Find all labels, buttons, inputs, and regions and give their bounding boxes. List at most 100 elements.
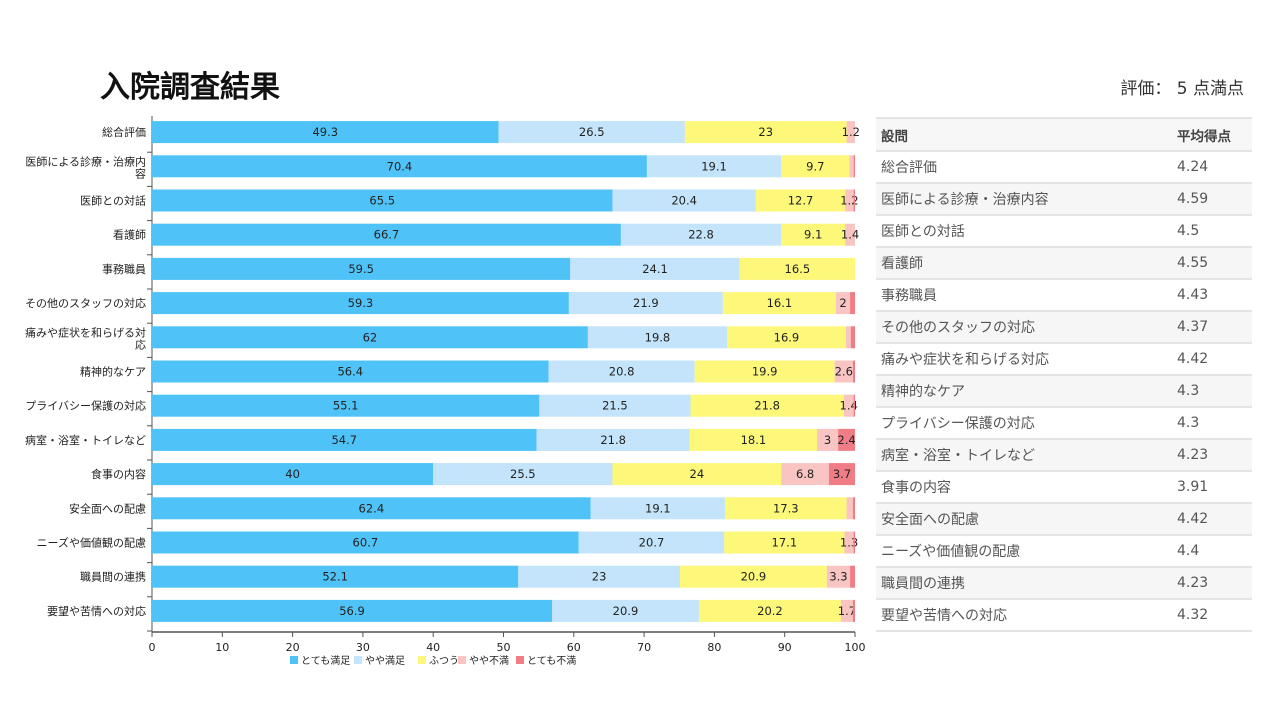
data-label: 6.8 (796, 467, 814, 481)
table-row: 医師との対話 4.5 (876, 215, 1252, 248)
x-tick-label: 90 (778, 641, 792, 654)
data-label: 20.7 (639, 536, 665, 550)
x-tick-label: 70 (637, 641, 651, 654)
x-tick-label: 0 (149, 641, 156, 654)
bar-segment (679, 565, 827, 588)
data-label: 2.6 (835, 365, 853, 379)
table-row: プライバシー保護の対応 4.3 (876, 407, 1252, 440)
bar-segment (612, 189, 756, 212)
score-cell: 4.23 (1172, 567, 1252, 600)
category-label: 容 (135, 166, 146, 180)
data-label: 22.8 (688, 228, 714, 242)
data-label: 59.3 (348, 296, 374, 310)
question-cell: 総合評価 (876, 151, 1172, 184)
table-row: 総合評価 4.24 (876, 151, 1252, 184)
table-row: その他のスタッフの対応 4.37 (876, 311, 1252, 344)
data-label: 49.3 (312, 125, 338, 139)
category-label: 事務職員 (102, 262, 146, 276)
data-label: 1.3 (840, 536, 858, 550)
bar-segment (152, 360, 549, 383)
score-cell: 4.32 (1172, 599, 1252, 632)
category-label: 精神的なケア (80, 365, 146, 379)
data-label: 1.2 (840, 194, 858, 208)
data-label: 19.1 (645, 501, 671, 515)
bar-segment (838, 428, 855, 451)
bar-segment (568, 292, 723, 315)
legend-label: やや満足 (365, 655, 405, 667)
data-label: 65.5 (369, 194, 395, 208)
bar-segment (853, 189, 855, 212)
data-label: 40 (285, 467, 300, 481)
bar-segment (845, 223, 855, 246)
data-label: 3.3 (829, 570, 847, 584)
bar-segment (698, 599, 841, 622)
data-label: 24.1 (642, 262, 668, 276)
data-label: 21.5 (602, 399, 628, 413)
bar-segment (849, 155, 854, 178)
data-label: 9.1 (804, 228, 822, 242)
score-cell: 4.59 (1172, 183, 1252, 216)
data-label: 2 (839, 296, 846, 310)
table-header-row: 設問 平均得点 (876, 117, 1252, 152)
page-title: 入院調査結果 (100, 70, 280, 105)
stacked-bar-chart: 総合評価医師による診療・治療内容医師との対話看護師事務職員その他のスタッフの対応… (25, 116, 866, 667)
category-label: 要望や苦情への対応 (47, 604, 146, 618)
data-label: 21.8 (600, 433, 626, 447)
bar-segment (755, 189, 846, 212)
bar-segment (852, 599, 855, 622)
bar-segment (152, 223, 621, 246)
legend-label: とても満足 (301, 655, 350, 667)
bar-segment (840, 599, 853, 622)
data-label: 26.5 (579, 125, 605, 139)
data-label: 70.4 (387, 159, 413, 173)
bar-segment (152, 155, 647, 178)
question-cell: 病室・浴室・トイレなど (876, 439, 1172, 472)
data-label: 16.1 (767, 296, 793, 310)
x-tick-label: 50 (497, 641, 511, 654)
data-label: 20.2 (757, 604, 783, 618)
x-tick-label: 60 (567, 641, 581, 654)
legend-label: やや不満 (469, 655, 509, 667)
bar-segment (539, 394, 691, 417)
bar-segment (152, 428, 537, 451)
bar-segment (828, 463, 855, 486)
data-label: 19.1 (701, 159, 727, 173)
bar-segment (853, 394, 855, 417)
legend-label: とても不満 (527, 655, 576, 667)
bar-segment (846, 497, 853, 520)
bar-segment (152, 257, 571, 280)
bar-segment (620, 223, 782, 246)
data-label: 52.1 (322, 570, 348, 584)
question-cell: プライバシー保護の対応 (876, 407, 1172, 440)
x-tick-label: 30 (356, 641, 370, 654)
data-label: 24 (690, 467, 705, 481)
legend-label: ふつう (429, 655, 459, 667)
bar-segment (781, 155, 850, 178)
bar-segment (781, 223, 846, 246)
bar-segment (612, 463, 782, 486)
data-label: 21.9 (633, 296, 659, 310)
question-cell: 要望や苦情への対応 (876, 599, 1172, 632)
data-label: 2.4 (837, 433, 855, 447)
bar-segment (689, 428, 818, 451)
data-label: 20.9 (613, 604, 639, 618)
question-cell: 安全面への配慮 (876, 503, 1172, 536)
bar-segment (587, 326, 728, 349)
bar-segment (536, 428, 690, 451)
category-label: 職員間の連携 (80, 570, 146, 584)
bar-segment (826, 565, 851, 588)
data-label: 23 (758, 125, 773, 139)
legend-swatch (418, 656, 426, 664)
data-label: 17.1 (772, 536, 798, 550)
data-label: 54.7 (331, 433, 357, 447)
category-label: ニーズや価値観の配慮 (37, 536, 146, 550)
bar-segment (850, 292, 855, 315)
x-tick-label: 40 (426, 641, 440, 654)
bar-segment (845, 189, 854, 212)
x-tick-label: 10 (215, 641, 229, 654)
data-label: 20.4 (671, 194, 697, 208)
data-label: 1.2 (842, 125, 860, 139)
bar-segment (646, 155, 782, 178)
bar-segment (548, 360, 695, 383)
bar-segment (570, 257, 740, 280)
